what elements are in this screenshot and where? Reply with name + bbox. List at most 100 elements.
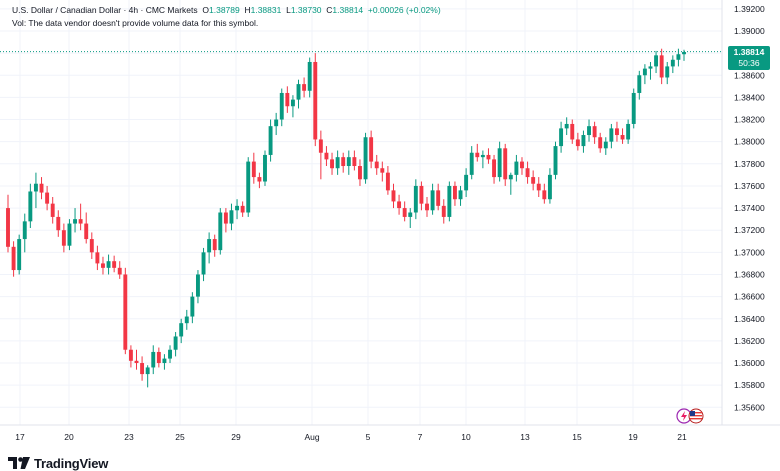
candle[interactable] <box>452 181 457 206</box>
candle[interactable] <box>184 309 189 330</box>
candle[interactable] <box>397 194 402 215</box>
candle[interactable] <box>654 50 659 74</box>
candle[interactable] <box>419 181 424 211</box>
candle[interactable] <box>140 356 145 381</box>
candle[interactable] <box>67 219 72 251</box>
candle[interactable] <box>587 119 591 142</box>
candle[interactable] <box>525 161 530 184</box>
event-markers[interactable] <box>676 408 706 424</box>
candle[interactable] <box>302 77 307 98</box>
candle[interactable] <box>128 345 133 368</box>
candle[interactable] <box>251 152 256 184</box>
candle[interactable] <box>229 203 234 231</box>
candle[interactable] <box>475 143 480 162</box>
candle[interactable] <box>307 57 312 98</box>
candle[interactable] <box>536 177 541 198</box>
candle[interactable] <box>263 150 267 186</box>
candle[interactable] <box>670 55 675 74</box>
candle[interactable] <box>352 150 357 171</box>
candle[interactable] <box>436 183 441 211</box>
us-flag-event-icon[interactable] <box>688 408 704 424</box>
candle[interactable] <box>682 49 686 61</box>
candle[interactable] <box>408 208 413 228</box>
candle[interactable] <box>598 132 603 153</box>
candle[interactable] <box>190 292 195 324</box>
candle[interactable] <box>61 223 66 253</box>
candle[interactable] <box>318 130 323 180</box>
candle[interactable] <box>223 208 228 233</box>
candle[interactable] <box>665 61 670 85</box>
candle[interactable] <box>341 152 346 173</box>
candle[interactable] <box>33 172 38 209</box>
candle[interactable] <box>385 166 390 195</box>
candle[interactable] <box>106 254 111 275</box>
candle[interactable] <box>78 203 83 231</box>
candle[interactable] <box>547 168 552 204</box>
candle[interactable] <box>179 318 184 344</box>
candle[interactable] <box>413 179 418 220</box>
candle[interactable] <box>369 130 374 169</box>
candle[interactable] <box>212 234 217 257</box>
candle[interactable] <box>648 61 653 80</box>
candle[interactable] <box>11 241 16 277</box>
candle[interactable] <box>330 152 334 175</box>
candle[interactable] <box>486 148 491 164</box>
candle[interactable] <box>659 48 664 85</box>
candle[interactable] <box>441 199 446 224</box>
candle[interactable] <box>195 270 200 304</box>
candle[interactable] <box>296 79 301 109</box>
candle[interactable] <box>637 70 642 100</box>
candle[interactable] <box>246 157 251 217</box>
candle[interactable] <box>123 267 128 355</box>
candles[interactable] <box>6 48 686 388</box>
candle[interactable] <box>358 159 362 186</box>
candle[interactable] <box>363 132 368 184</box>
candle[interactable] <box>156 347 161 368</box>
candle[interactable] <box>575 132 580 151</box>
candle[interactable] <box>56 210 61 237</box>
candle[interactable] <box>6 194 10 253</box>
candle[interactable] <box>313 53 318 147</box>
tradingview-logo[interactable]: TradingView <box>8 456 108 471</box>
candle[interactable] <box>285 86 290 113</box>
candle[interactable] <box>503 143 508 186</box>
candle[interactable] <box>290 95 295 118</box>
candle[interactable] <box>492 154 497 184</box>
candle[interactable] <box>642 64 647 85</box>
candle[interactable] <box>173 332 178 357</box>
candle[interactable] <box>117 261 122 279</box>
candle[interactable] <box>45 185 50 211</box>
candle[interactable] <box>235 199 240 220</box>
candle[interactable] <box>531 170 536 191</box>
candle[interactable] <box>514 154 519 182</box>
candle[interactable] <box>22 213 27 253</box>
candle[interactable] <box>631 88 636 129</box>
candle[interactable] <box>151 345 156 375</box>
candle[interactable] <box>134 349 139 370</box>
candle[interactable] <box>335 150 340 175</box>
candle[interactable] <box>469 146 474 180</box>
candle[interactable] <box>430 183 435 215</box>
candle[interactable] <box>162 354 167 370</box>
candle[interactable] <box>112 255 117 273</box>
candle[interactable] <box>559 121 564 153</box>
candle[interactable] <box>274 112 279 136</box>
candle[interactable] <box>592 121 597 144</box>
candle[interactable] <box>570 119 575 144</box>
candle[interactable] <box>201 247 206 282</box>
candle[interactable] <box>447 181 452 222</box>
candle[interactable] <box>17 234 22 275</box>
candle[interactable] <box>581 130 586 153</box>
candle[interactable] <box>73 208 77 233</box>
candle[interactable] <box>101 256 105 275</box>
candle[interactable] <box>609 123 614 149</box>
candle[interactable] <box>402 201 407 222</box>
candle[interactable] <box>497 141 502 182</box>
candle[interactable] <box>207 232 212 264</box>
candle[interactable] <box>257 172 262 189</box>
candle[interactable] <box>520 157 524 175</box>
candle[interactable] <box>374 154 379 175</box>
candle[interactable] <box>458 185 463 206</box>
candle[interactable] <box>553 141 558 180</box>
candle[interactable] <box>145 365 150 388</box>
